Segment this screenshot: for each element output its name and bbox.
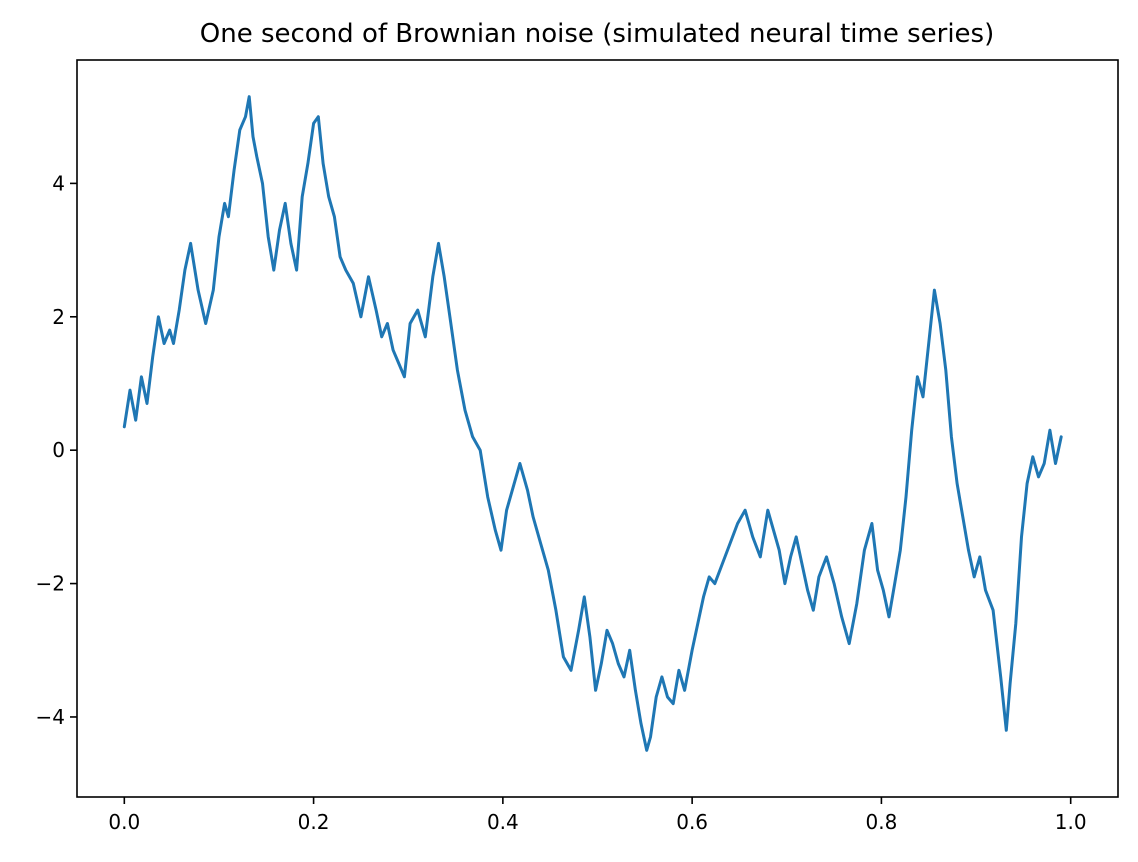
- y-tick-label: 4: [52, 171, 65, 195]
- series-line-brownian-noise: [122, 95, 1063, 752]
- x-tick-label: 0.6: [676, 810, 708, 834]
- plot-frame: [76, 59, 1119, 798]
- x-tick-label: 0.8: [866, 810, 898, 834]
- y-axis: −4 −2 0 2 4: [36, 171, 77, 729]
- y-tick-label: −2: [36, 572, 65, 596]
- x-tick-label: 0.0: [108, 810, 140, 834]
- y-tick-label: −4: [36, 705, 65, 729]
- series-layer: [122, 95, 1063, 752]
- x-axis: 0.0 0.2 0.4 0.6 0.8 1.0: [108, 797, 1087, 834]
- x-tick-label: 1.0: [1055, 810, 1087, 834]
- y-tick-label: 2: [52, 305, 65, 329]
- plot-background: [77, 60, 1118, 797]
- y-tick-label: 0: [52, 438, 65, 462]
- x-tick-label: 0.4: [487, 810, 519, 834]
- plot-area: [76, 59, 1119, 798]
- x-tick-label: 0.2: [298, 810, 330, 834]
- chart-title: One second of Brownian noise (simulated …: [200, 19, 995, 49]
